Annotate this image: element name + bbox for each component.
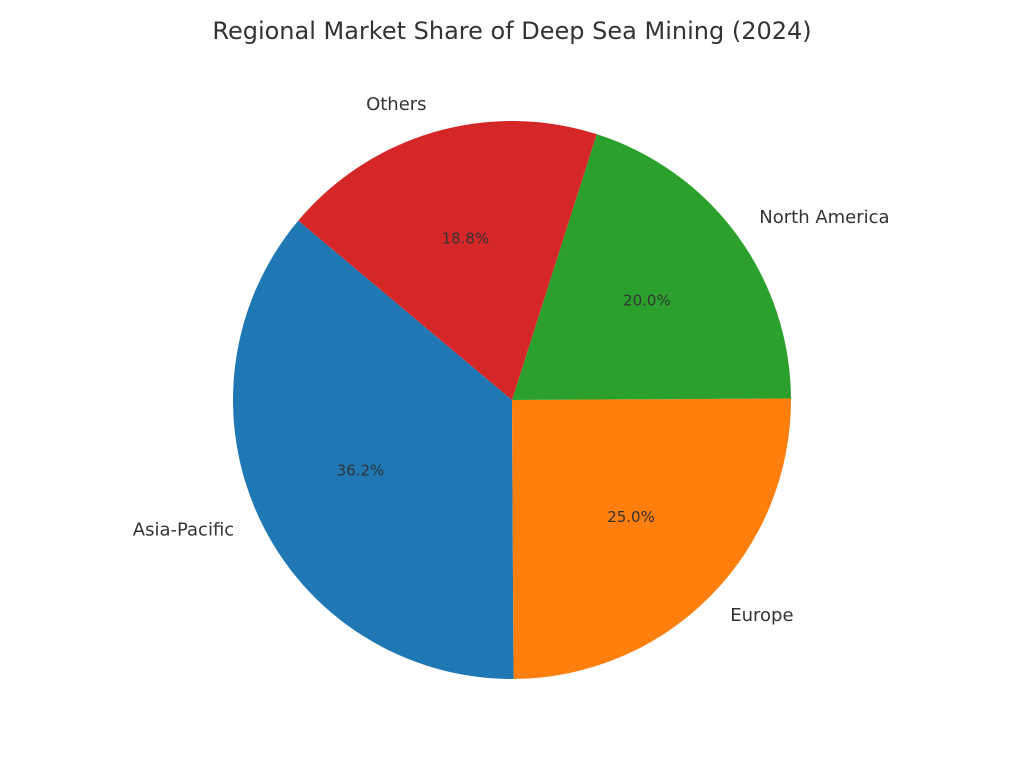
slice-percent: 20.0% — [623, 291, 671, 309]
slice-label: Europe — [730, 605, 793, 626]
pie-slice — [512, 398, 792, 679]
slice-label: Others — [366, 94, 427, 115]
chart-title: Regional Market Share of Deep Sea Mining… — [212, 17, 811, 45]
slice-percent: 36.2% — [337, 462, 385, 480]
pie-slice — [298, 120, 597, 400]
slice-percent: 25.0% — [607, 508, 655, 526]
pie-slice — [232, 220, 514, 679]
slice-percent: 18.8% — [442, 230, 490, 248]
slice-label: Asia-Pacific — [133, 519, 234, 540]
pie-slice — [512, 134, 791, 400]
slice-label: North America — [759, 207, 889, 228]
